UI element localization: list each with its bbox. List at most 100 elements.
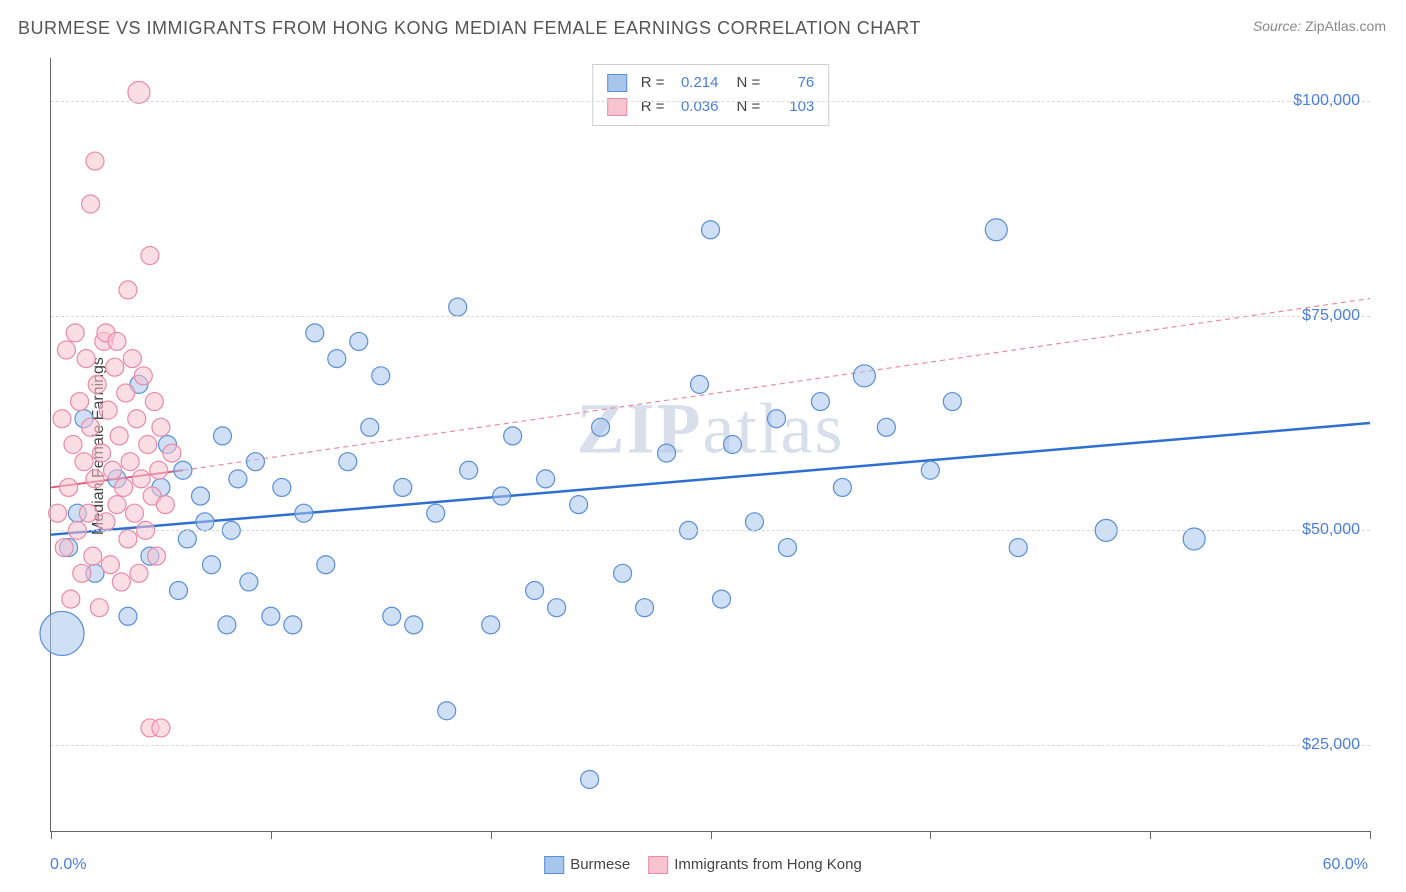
gridline (51, 101, 1370, 102)
scatter-point (853, 365, 875, 387)
scatter-point (449, 298, 467, 316)
scatter-point (126, 504, 144, 522)
legend-item: Immigrants from Hong Kong (648, 856, 862, 874)
scatter-point (811, 393, 829, 411)
x-tick (491, 831, 492, 839)
source-attribution: Source: ZipAtlas.com (1253, 18, 1386, 34)
scatter-point (170, 582, 188, 600)
legend-swatch (607, 74, 627, 92)
scatter-point (581, 770, 599, 788)
scatter-point (196, 513, 214, 531)
scatter-point (86, 470, 104, 488)
y-tick-label: $75,000 (1302, 307, 1360, 325)
scatter-point (943, 393, 961, 411)
scatter-points-layer (51, 58, 1370, 831)
x-tick (271, 831, 272, 839)
legend-swatch (648, 856, 668, 874)
scatter-point (383, 607, 401, 625)
scatter-point (745, 513, 763, 531)
scatter-point (75, 453, 93, 471)
scatter-point (163, 444, 181, 462)
scatter-point (537, 470, 555, 488)
scatter-point (339, 453, 357, 471)
scatter-point (372, 367, 390, 385)
scatter-point (97, 513, 115, 531)
scatter-point (84, 547, 102, 565)
scatter-point (139, 436, 157, 454)
scatter-point (77, 350, 95, 368)
scatter-point (702, 221, 720, 239)
scatter-point (57, 341, 75, 359)
scatter-point (361, 418, 379, 436)
scatter-point (130, 564, 148, 582)
scatter-point (246, 453, 264, 471)
scatter-point (55, 539, 73, 557)
y-tick-label: $100,000 (1293, 92, 1360, 110)
scatter-point (115, 478, 133, 496)
gridline (51, 745, 1370, 746)
legend-label: Immigrants from Hong Kong (674, 856, 862, 873)
scatter-point (53, 410, 71, 428)
scatter-point (592, 418, 610, 436)
scatter-point (152, 418, 170, 436)
scatter-point (548, 599, 566, 617)
x-tick (51, 831, 52, 839)
scatter-point (82, 418, 100, 436)
scatter-point (152, 719, 170, 737)
scatter-point (108, 496, 126, 514)
source-label: Source: (1253, 18, 1301, 34)
scatter-point (295, 504, 313, 522)
scatter-point (145, 393, 163, 411)
scatter-point (62, 590, 80, 608)
chart-title: BURMESE VS IMMIGRANTS FROM HONG KONG MED… (18, 18, 921, 39)
scatter-point (570, 496, 588, 514)
legend-r-value: 0.214 (673, 71, 719, 95)
scatter-point (148, 547, 166, 565)
scatter-point (119, 607, 137, 625)
plot-area: ZIPatlas R =0.214 N =76R =0.036 N =103 $… (50, 58, 1370, 832)
scatter-point (317, 556, 335, 574)
legend-r-label: R = (641, 71, 665, 95)
scatter-point (778, 539, 796, 557)
scatter-point (229, 470, 247, 488)
scatter-point (526, 582, 544, 600)
scatter-point (877, 418, 895, 436)
scatter-point (328, 350, 346, 368)
chart-container: BURMESE VS IMMIGRANTS FROM HONG KONG MED… (0, 0, 1406, 892)
scatter-point (99, 401, 117, 419)
y-tick-label: $25,000 (1302, 736, 1360, 754)
scatter-point (985, 219, 1007, 241)
scatter-point (504, 427, 522, 445)
scatter-point (1009, 539, 1027, 557)
scatter-point (49, 504, 67, 522)
scatter-point (71, 393, 89, 411)
scatter-point (213, 427, 231, 445)
legend-r-label: R = (641, 95, 665, 119)
scatter-point (66, 324, 84, 342)
scatter-point (40, 611, 84, 655)
gridline (51, 530, 1370, 531)
scatter-point (108, 332, 126, 350)
legend-n-label: N = (737, 71, 761, 95)
scatter-point (767, 410, 785, 428)
scatter-point (284, 616, 302, 634)
scatter-point (405, 616, 423, 634)
scatter-point (123, 350, 141, 368)
scatter-point (350, 332, 368, 350)
scatter-point (460, 461, 478, 479)
scatter-point (110, 427, 128, 445)
legend-item: Burmese (544, 856, 630, 874)
series-legend: Burmese Immigrants from Hong Kong (544, 856, 862, 874)
scatter-point (121, 453, 139, 471)
scatter-point (427, 504, 445, 522)
scatter-point (86, 152, 104, 170)
legend-label: Burmese (570, 856, 630, 873)
scatter-point (101, 556, 119, 574)
scatter-point (691, 375, 709, 393)
scatter-point (658, 444, 676, 462)
scatter-point (104, 461, 122, 479)
scatter-point (493, 487, 511, 505)
scatter-point (60, 478, 78, 496)
scatter-point (106, 358, 124, 376)
scatter-point (833, 478, 851, 496)
